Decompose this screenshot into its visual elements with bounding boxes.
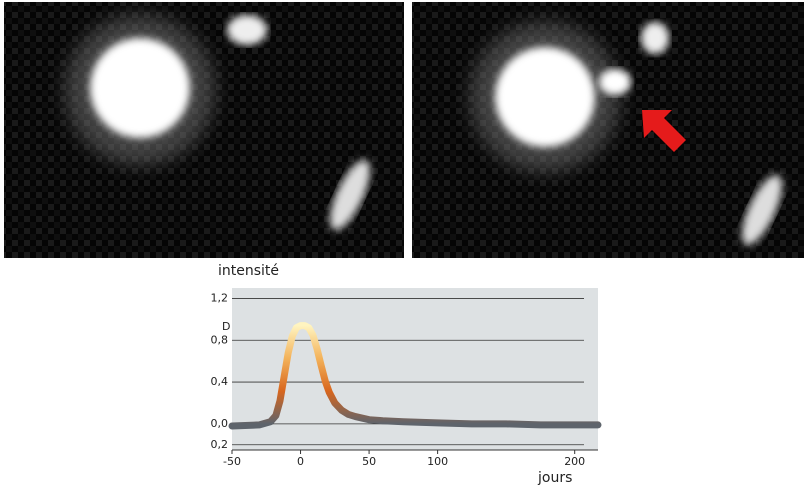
image-before	[4, 2, 404, 258]
x-tick-label: 0	[297, 455, 304, 468]
x-tick-label: 100	[427, 455, 448, 468]
x-axis-label: jours	[537, 470, 572, 486]
arrow	[642, 110, 686, 152]
line	[228, 322, 602, 430]
y-tick-label: 0,0	[211, 417, 229, 430]
annotation: D	[222, 320, 230, 333]
y-tick-label: 0,4	[211, 375, 229, 388]
x-tick-label: 50	[362, 455, 376, 468]
y-tick-label: 0,8	[211, 333, 229, 346]
y-tick-label: 0,2	[211, 438, 229, 451]
y-tick-label: 1,2	[211, 291, 229, 304]
image-after	[412, 2, 804, 258]
x-tick-label: -50	[223, 455, 241, 468]
x-tick-label: 200	[564, 455, 585, 468]
y-axis-label: intensité	[218, 263, 279, 279]
